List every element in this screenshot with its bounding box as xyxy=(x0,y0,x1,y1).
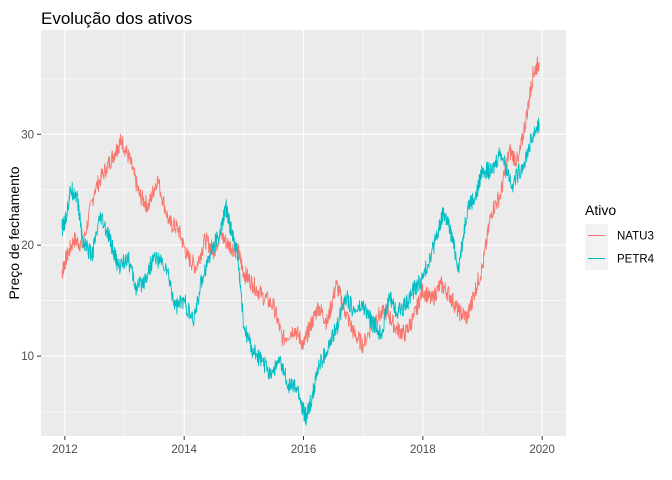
x-tick-label: 2014 xyxy=(171,444,197,456)
legend-label: PETR4 xyxy=(617,254,655,266)
legend-label: NATU3 xyxy=(617,231,654,243)
x-tick-label: 2012 xyxy=(52,444,78,456)
x-tick-label: 2020 xyxy=(529,444,555,456)
series-line-petr4 xyxy=(61,117,540,426)
legend: Ativo NATU3 PETR4 xyxy=(585,202,655,270)
major-gridlines xyxy=(41,30,566,436)
y-tick-label: 20 xyxy=(21,240,34,252)
y-axis-title: Preço de fechamento xyxy=(6,166,22,299)
x-axis: 2012 2014 2016 2018 2020 xyxy=(52,436,555,456)
y-tick-label: 30 xyxy=(21,129,34,141)
x-tick-label: 2016 xyxy=(291,444,317,456)
series-line-natu3 xyxy=(61,56,540,354)
legend-title: Ativo xyxy=(585,202,616,218)
legend-items: NATU3 PETR4 xyxy=(585,224,655,270)
y-tick-label: 10 xyxy=(21,351,34,363)
series-layer xyxy=(61,56,540,426)
y-axis: 10 20 30 xyxy=(21,129,41,363)
x-tick-label: 2018 xyxy=(410,444,436,456)
chart-title: Evolução dos ativos xyxy=(41,9,192,28)
